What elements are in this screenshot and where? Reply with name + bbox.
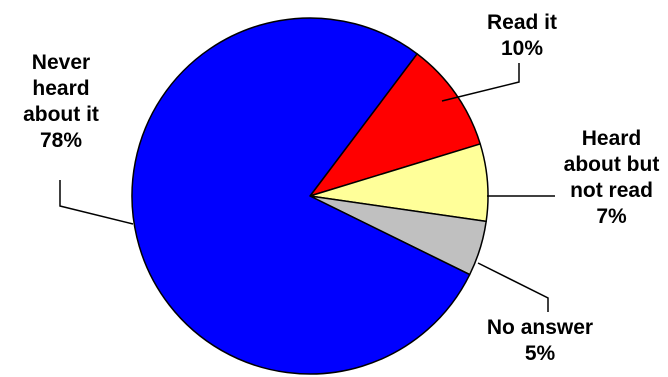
label-line: No answer: [486, 316, 594, 339]
label-percent: 7%: [596, 205, 627, 228]
slice-read-it: [309, 53, 481, 197]
label-percent: 10%: [500, 37, 544, 60]
leader-line-never-heard: [59, 180, 134, 225]
label-line: about it: [23, 103, 99, 126]
slice-label-no-answer: No answer 5%: [455, 315, 625, 367]
label-line: not read: [570, 179, 653, 202]
slice-label-never-heard: Never heard about it 78%: [0, 50, 122, 154]
label-percent: 78%: [39, 129, 83, 152]
label-line: Never: [31, 51, 91, 74]
label-line: about but: [563, 153, 660, 176]
label-percent: 5%: [524, 342, 556, 365]
label-line: Read it: [486, 11, 557, 34]
leader-line-no-answer: [477, 262, 549, 312]
label-line: Heard: [581, 127, 642, 150]
label-line: heard: [32, 77, 90, 100]
slice-never-heard: [131, 17, 471, 375]
slice-label-read-it: Read it 10%: [462, 10, 582, 62]
leader-line-read-it: [441, 63, 520, 102]
slice-label-heard-not-read: Heard about but not read 7%: [555, 126, 668, 230]
